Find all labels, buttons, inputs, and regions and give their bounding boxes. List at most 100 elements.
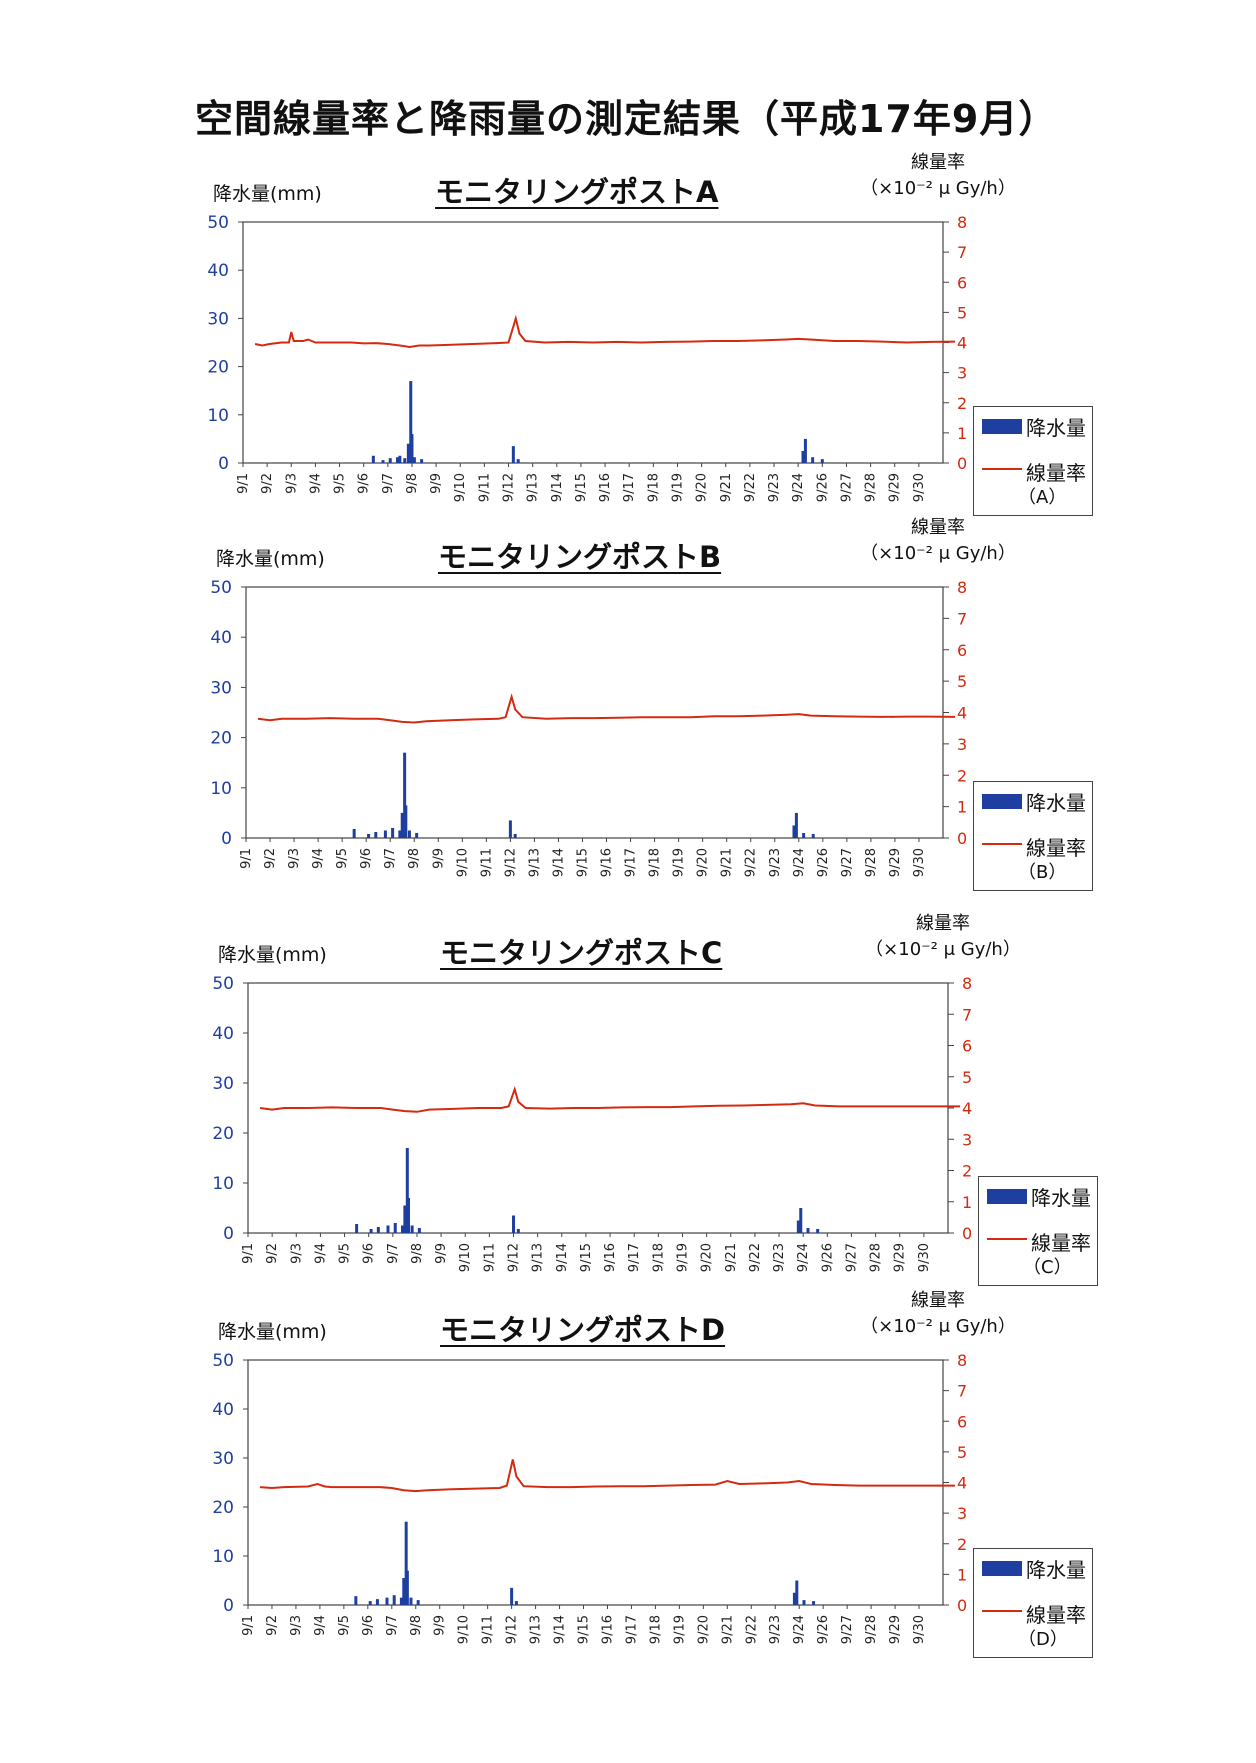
right-tick-label: 3 bbox=[957, 1504, 967, 1523]
right-axis-label: 線量率 （×10⁻² μ Gy/h） bbox=[848, 911, 1038, 963]
rain-bar bbox=[405, 1148, 409, 1233]
left-tick-label: 30 bbox=[212, 1074, 234, 1094]
x-tick-label: 9/26 bbox=[816, 1615, 831, 1644]
legend-bar-swatch bbox=[982, 1561, 1022, 1576]
left-tick-label: 0 bbox=[221, 829, 232, 849]
rain-bar bbox=[812, 1601, 816, 1605]
dose-rate-line bbox=[259, 1086, 961, 1113]
rain-bar bbox=[354, 1596, 358, 1605]
rain-bar bbox=[409, 1597, 413, 1605]
rain-bar bbox=[416, 1600, 420, 1605]
legend-line-label: 線量率 bbox=[1026, 836, 1086, 860]
x-tick-label: 9/16 bbox=[598, 473, 613, 502]
rain-bar bbox=[410, 434, 414, 463]
x-tick-label: 9/6 bbox=[357, 473, 372, 494]
rain-bar bbox=[405, 1570, 409, 1605]
right-tick-label: 0 bbox=[957, 454, 967, 473]
x-tick-label: 9/20 bbox=[700, 1243, 715, 1272]
dose-rate-line bbox=[257, 693, 956, 724]
x-tick-label: 9/10 bbox=[453, 473, 468, 502]
right-axis-label-line1: 線量率 bbox=[911, 517, 965, 538]
rain-bar bbox=[393, 1223, 397, 1233]
legend-bar-swatch bbox=[982, 794, 1022, 809]
rain-bar bbox=[792, 1592, 796, 1605]
right-tick-label: 7 bbox=[957, 1382, 967, 1401]
rain-bar bbox=[398, 830, 402, 838]
right-tick-label: 8 bbox=[957, 213, 967, 232]
x-tick-label: 9/22 bbox=[744, 848, 759, 877]
left-axis-label: 降水量(mm) bbox=[218, 1321, 327, 1343]
x-tick-label: 9/4 bbox=[311, 848, 326, 869]
left-tick-label: 40 bbox=[212, 1400, 234, 1420]
x-tick-label: 9/19 bbox=[675, 1243, 690, 1272]
legend-line-label: 線量率 bbox=[1026, 461, 1086, 485]
right-tick-label: 0 bbox=[957, 1596, 967, 1615]
rain-bar bbox=[795, 1580, 799, 1605]
rain-bar bbox=[404, 1521, 408, 1605]
x-tick-label: 9/4 bbox=[308, 473, 323, 494]
right-tick-label: 1 bbox=[957, 798, 967, 817]
rain-bar bbox=[392, 1595, 396, 1605]
right-tick-label: 2 bbox=[962, 1162, 972, 1181]
x-tick-label: 9/29 bbox=[888, 473, 903, 502]
x-tick-label: 9/9 bbox=[429, 473, 444, 494]
x-tick-label: 9/5 bbox=[338, 1243, 353, 1264]
x-tick-label: 9/13 bbox=[526, 473, 541, 502]
rain-bar bbox=[514, 1601, 518, 1605]
x-tick-label: 9/24 bbox=[792, 848, 807, 877]
legend: 降水量 線量率 （D） bbox=[973, 1548, 1093, 1658]
legend-line-sublabel: （A） bbox=[1018, 487, 1067, 508]
x-tick-label: 9/24 bbox=[791, 473, 806, 502]
x-tick-label: 9/27 bbox=[840, 1615, 855, 1644]
left-tick-label: 40 bbox=[207, 261, 229, 281]
right-axis-label-line1: 線量率 bbox=[911, 1290, 965, 1311]
legend-line-label: 線量率 bbox=[1026, 1603, 1086, 1627]
left-tick-label: 50 bbox=[212, 1351, 234, 1371]
x-tick-label: 9/5 bbox=[337, 1615, 352, 1636]
left-tick-label: 30 bbox=[212, 1449, 234, 1469]
x-tick-label: 9/15 bbox=[574, 473, 589, 502]
rain-bar bbox=[391, 827, 395, 838]
x-tick-label: 9/2 bbox=[260, 473, 275, 494]
rain-bar bbox=[399, 1597, 403, 1605]
rain-bar bbox=[381, 460, 385, 463]
x-tick-label: 9/3 bbox=[284, 473, 299, 494]
right-tick-label: 2 bbox=[957, 1535, 967, 1554]
legend-line-sublabel: （D） bbox=[1018, 1629, 1068, 1650]
x-tick-label: 9/7 bbox=[383, 848, 398, 869]
rain-bar bbox=[420, 459, 424, 463]
x-tick-label: 9/14 bbox=[553, 1615, 568, 1644]
legend-line-swatch bbox=[982, 1610, 1022, 1612]
x-tick-label: 9/12 bbox=[502, 473, 517, 502]
right-tick-label: 5 bbox=[957, 672, 967, 691]
x-tick-label: 9/14 bbox=[551, 848, 566, 877]
x-tick-label: 9/8 bbox=[407, 848, 422, 869]
rain-bar bbox=[802, 832, 806, 838]
x-tick-label: 9/12 bbox=[503, 848, 518, 877]
x-tick-label: 9/11 bbox=[479, 848, 494, 877]
left-tick-label: 40 bbox=[210, 628, 232, 648]
x-tick-label: 9/10 bbox=[455, 848, 470, 877]
x-tick-label: 9/16 bbox=[600, 848, 615, 877]
rain-bar bbox=[386, 1225, 390, 1233]
x-tick-label: 9/1 bbox=[241, 1615, 256, 1636]
right-axis-label-line1: 線量率 bbox=[911, 152, 965, 173]
rain-bar bbox=[811, 833, 815, 838]
x-tick-label: 9/7 bbox=[385, 1615, 400, 1636]
legend-bar-label: 降水量 bbox=[1031, 1186, 1091, 1210]
x-tick-label: 9/8 bbox=[410, 1243, 425, 1264]
x-tick-label: 9/19 bbox=[672, 1615, 687, 1644]
rain-bar bbox=[415, 832, 419, 838]
rain-bar bbox=[376, 1227, 380, 1233]
right-tick-label: 6 bbox=[962, 1037, 972, 1056]
rain-bar bbox=[816, 1229, 820, 1233]
x-tick-label: 9/29 bbox=[888, 848, 903, 877]
x-tick-label: 9/18 bbox=[648, 848, 663, 877]
left-tick-label: 0 bbox=[223, 1224, 234, 1244]
x-tick-label: 9/30 bbox=[912, 1615, 927, 1644]
